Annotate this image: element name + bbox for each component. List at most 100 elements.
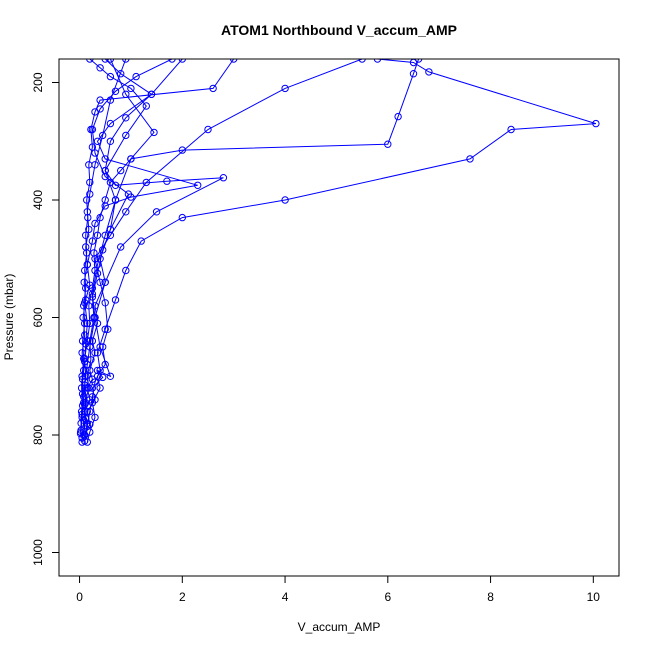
y-tick-label: 1000 xyxy=(31,539,45,566)
data-point xyxy=(91,349,99,357)
series-line xyxy=(84,59,155,436)
data-point xyxy=(106,72,115,81)
data-point xyxy=(122,208,130,216)
series-4 xyxy=(78,59,228,442)
data-point xyxy=(117,243,125,251)
data-point xyxy=(425,68,433,76)
x-tick-label: 4 xyxy=(282,590,289,604)
data-point xyxy=(86,178,94,187)
data-point xyxy=(86,190,94,198)
data-point xyxy=(373,59,382,63)
data-point xyxy=(80,278,88,286)
data-point xyxy=(384,140,392,148)
y-axis-label: Pressure (mbar) xyxy=(2,274,16,361)
data-point xyxy=(104,325,112,333)
data-point xyxy=(209,84,217,93)
data-point xyxy=(409,70,418,78)
data-point xyxy=(152,208,161,216)
data-point xyxy=(106,231,115,240)
data-point xyxy=(111,87,120,96)
data-point xyxy=(88,337,97,345)
data-point xyxy=(85,225,93,234)
x-axis-label: V_accum_AMP xyxy=(298,620,381,634)
data-point xyxy=(230,59,238,63)
data-point xyxy=(178,59,186,63)
series-3 xyxy=(81,59,600,445)
series-line xyxy=(84,59,597,441)
y-tick-label: 400 xyxy=(31,190,45,210)
data-point xyxy=(86,59,94,63)
data-point xyxy=(91,161,99,169)
data-point xyxy=(87,356,95,364)
data-point xyxy=(122,114,130,122)
data-point xyxy=(163,177,171,185)
data-point xyxy=(93,366,102,375)
data-point xyxy=(96,343,104,351)
data-point xyxy=(96,384,104,392)
series-line xyxy=(86,59,363,443)
x-tick-label: 6 xyxy=(384,590,391,604)
data-point xyxy=(106,96,115,104)
data-point xyxy=(219,174,228,182)
data-point xyxy=(91,413,99,422)
data-point xyxy=(178,146,187,154)
data-point xyxy=(81,331,89,339)
data-point xyxy=(414,59,423,63)
data-point xyxy=(106,372,115,380)
data-point xyxy=(132,72,140,81)
data-point xyxy=(358,59,366,63)
data-point xyxy=(81,266,89,275)
data-point xyxy=(88,143,97,151)
data-point xyxy=(99,373,107,382)
x-tick-label: 0 xyxy=(76,590,83,604)
series-layer xyxy=(76,59,600,446)
data-point xyxy=(466,155,474,163)
data-point xyxy=(88,237,97,245)
y-tick-label: 200 xyxy=(31,72,45,92)
data-point xyxy=(77,419,85,427)
data-point xyxy=(82,296,90,304)
data-point xyxy=(394,112,402,121)
data-point xyxy=(99,343,107,351)
data-point xyxy=(91,219,99,228)
data-point xyxy=(82,243,90,251)
data-point xyxy=(101,166,109,175)
data-point xyxy=(111,181,120,190)
data-point xyxy=(106,119,115,128)
series-9 xyxy=(77,59,130,427)
data-point xyxy=(122,90,130,99)
data-point xyxy=(111,196,120,204)
data-point xyxy=(204,125,212,134)
data-point xyxy=(83,208,92,216)
data-point xyxy=(117,166,125,175)
data-point xyxy=(117,70,125,78)
data-point xyxy=(101,172,109,181)
data-point xyxy=(91,108,99,116)
data-point xyxy=(86,420,94,429)
data-point xyxy=(124,190,133,198)
y-axis: 200 400 600 800 1000 xyxy=(31,72,60,566)
data-point xyxy=(82,231,90,240)
data-point xyxy=(88,384,97,392)
data-point xyxy=(101,59,109,63)
data-point xyxy=(91,396,99,404)
x-tick-label: 2 xyxy=(179,590,186,604)
data-point xyxy=(106,59,115,63)
data-point xyxy=(81,431,89,439)
data-point xyxy=(168,59,176,63)
series-8 xyxy=(83,59,366,446)
data-point xyxy=(150,128,158,137)
data-point xyxy=(101,196,109,204)
data-point xyxy=(111,296,120,304)
plot-frame xyxy=(58,58,620,577)
data-point xyxy=(507,125,515,134)
data-point xyxy=(101,278,109,286)
data-point xyxy=(96,278,104,286)
series-10 xyxy=(81,59,158,439)
data-point xyxy=(127,155,135,163)
data-point xyxy=(76,430,85,438)
x-tick-label: 10 xyxy=(587,590,601,604)
data-point xyxy=(122,131,130,140)
data-point xyxy=(101,325,109,333)
data-point xyxy=(101,299,109,307)
